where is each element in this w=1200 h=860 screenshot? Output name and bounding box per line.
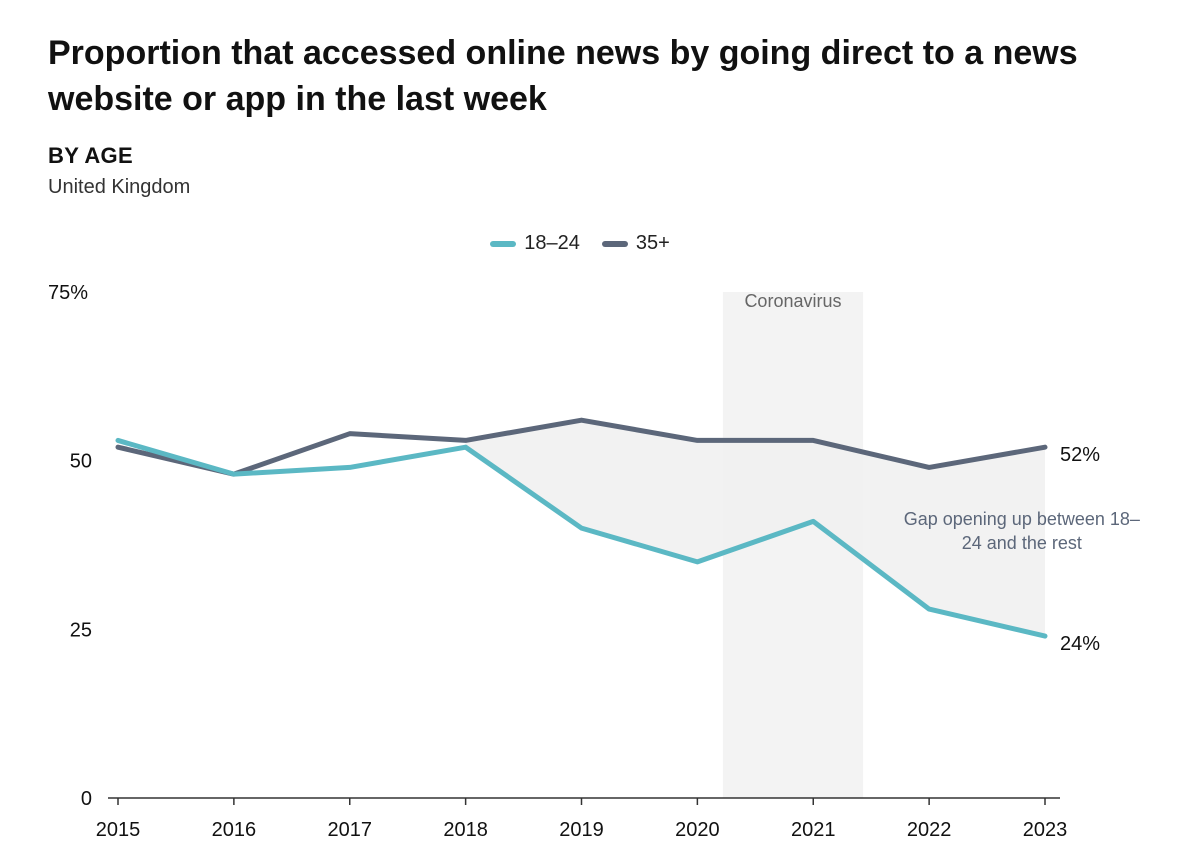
x-tick-label-2023: 2023 [1023,819,1068,841]
x-tick-label-2018: 2018 [443,819,488,841]
y-tick-label-75: 75% [48,282,88,304]
x-tick-label-2022: 2022 [907,819,952,841]
gap-annotation-line-2: 24 and the rest [962,533,1082,553]
x-tick-label-2019: 2019 [559,819,604,841]
x-tick-label-2020: 2020 [675,819,720,841]
chart-title: Proportion that accessed online news by … [48,34,1078,118]
gap-area [465,420,1045,637]
legend: 18–24 35+ [0,232,1160,255]
legend-label-35-plus: 35+ [635,232,670,254]
y-tick-label-0: 0 [81,788,92,810]
x-tick-label-2015: 2015 [96,819,141,841]
end-label-18-24: 24% [1060,633,1100,655]
chart-region: United Kingdom [48,176,191,198]
legend-item-18-24: 18–24 [490,232,580,255]
y-tick-label-50: 50 [70,451,92,473]
y-tick-label-25: 25 [70,619,92,641]
legend-swatch-35-plus [601,240,628,247]
legend-item-35-plus: 35+ [601,232,670,255]
end-label-35-plus: 52% [1060,444,1100,466]
x-tick-label-2016: 2016 [212,819,257,841]
x-tick-label-2017: 2017 [328,819,373,841]
coronavirus-label: Coronavirus [744,291,841,311]
chart-subtitle: BY AGE [48,143,133,168]
gap-annotation-line-1: Gap opening up between 18– [904,509,1140,529]
legend-swatch-18-24 [490,240,517,247]
legend-label-18-24: 18–24 [524,232,580,254]
x-tick-label-2021: 2021 [791,819,836,841]
